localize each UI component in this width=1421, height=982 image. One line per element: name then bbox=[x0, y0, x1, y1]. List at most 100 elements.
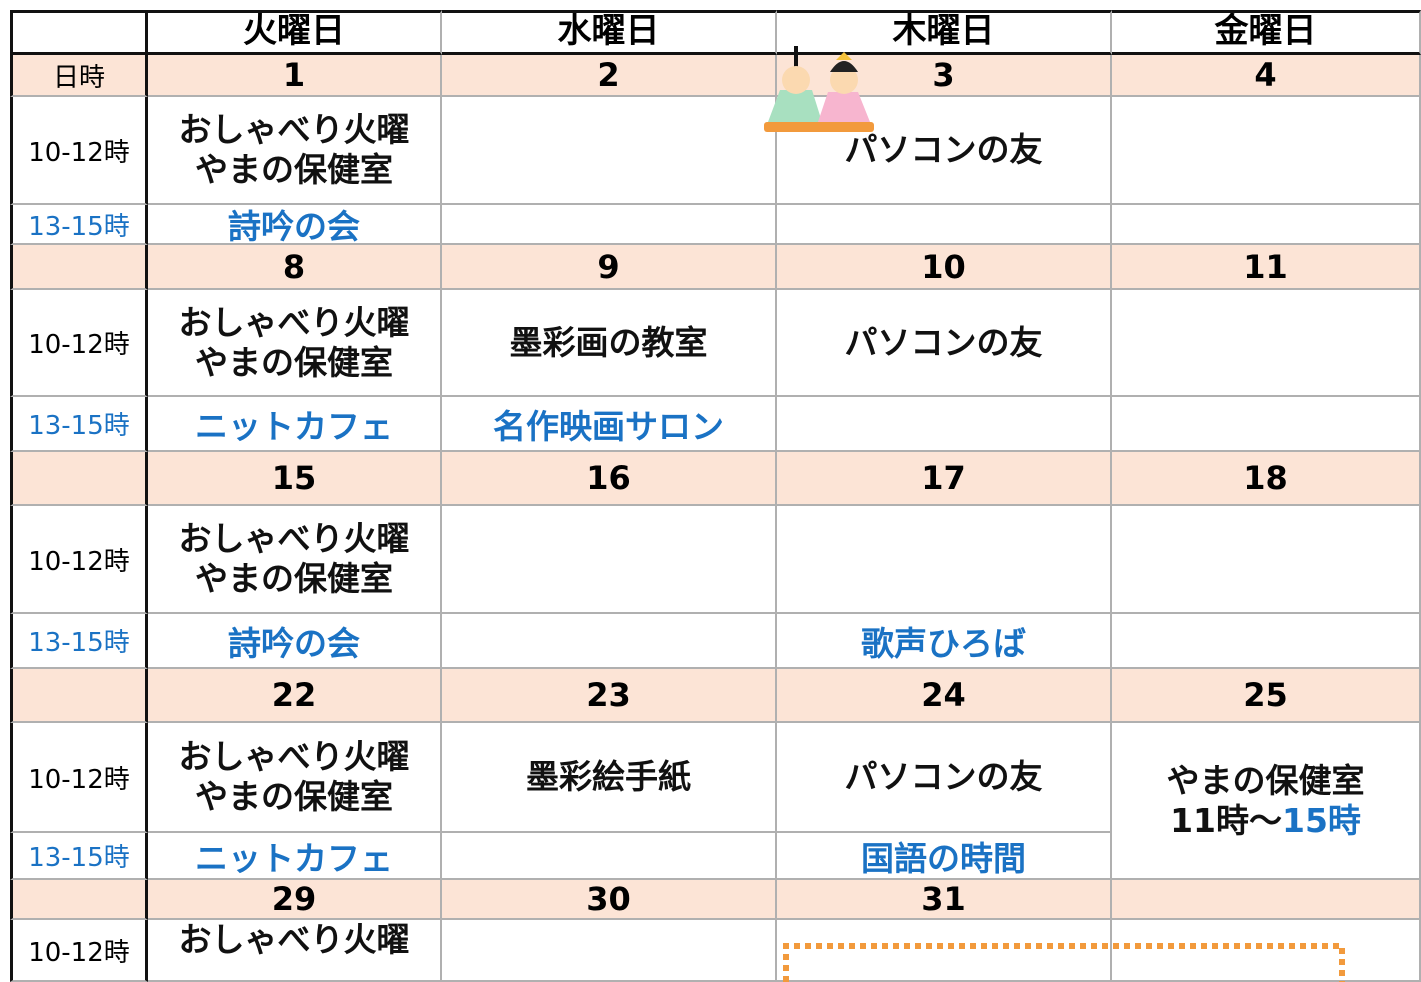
am-cell bbox=[1112, 506, 1421, 614]
date-cell: 24 bbox=[777, 669, 1112, 723]
am-label: 10-12時 bbox=[28, 137, 130, 168]
date-cell: 10 bbox=[777, 245, 1112, 290]
pm-label: 13-15時 bbox=[28, 411, 130, 441]
pm-cell bbox=[1112, 397, 1421, 452]
date-number: 18 bbox=[1243, 459, 1288, 497]
pm-cell bbox=[777, 397, 1112, 452]
am-cell bbox=[442, 506, 777, 614]
weekday-header: 水曜日 bbox=[442, 10, 777, 55]
date-number: 4 bbox=[1254, 56, 1277, 94]
event-text: やまの保健室 bbox=[195, 342, 393, 382]
am-cell: パソコンの友 bbox=[777, 723, 1112, 833]
am-cell: 墨彩絵手紙 bbox=[442, 723, 777, 833]
weekday-header: 金曜日 bbox=[1112, 10, 1421, 55]
event-text: パソコンの友 bbox=[844, 757, 1043, 796]
date-cell: 22 bbox=[148, 669, 442, 723]
date-cell: 30 bbox=[442, 880, 777, 920]
event-text: おしゃべり火曜 bbox=[178, 737, 410, 776]
text-segment: 11時〜 bbox=[1170, 800, 1282, 840]
date-number: 25 bbox=[1243, 676, 1288, 714]
am-cell: おしゃべり火曜 やまの保健室 bbox=[148, 97, 442, 205]
am-label-cell: 10-12時 bbox=[10, 920, 148, 982]
date-cell: 9 bbox=[442, 245, 777, 290]
pm-label-cell: 13-15時 bbox=[10, 205, 148, 245]
dotted-note-box bbox=[783, 943, 1345, 982]
event-text: やまの保健室 bbox=[195, 777, 393, 816]
am-cell bbox=[777, 506, 1112, 614]
pm-label-cell: 13-15時 bbox=[10, 833, 148, 880]
date-number: 1 bbox=[282, 56, 306, 94]
pm-label-cell: 13-15時 bbox=[10, 614, 148, 669]
date-cell: 18 bbox=[1112, 452, 1421, 506]
am-label: 10-12時 bbox=[28, 330, 130, 360]
pm-cell: 名作映画サロン bbox=[442, 397, 777, 452]
am-cell bbox=[1112, 920, 1421, 982]
date-cell: 15 bbox=[148, 452, 442, 506]
event-text: 墨彩画の教室 bbox=[509, 322, 708, 362]
pm-cell: 詩吟の会 bbox=[148, 205, 442, 245]
event-text: 詩吟の会 bbox=[228, 207, 360, 245]
pm-cell bbox=[777, 205, 1112, 245]
pm-label: 13-15時 bbox=[28, 211, 130, 242]
date-number: 16 bbox=[586, 459, 631, 497]
event-text: 墨彩絵手紙 bbox=[526, 757, 691, 796]
date-number: 17 bbox=[921, 459, 966, 497]
event-text: ニットカフェ bbox=[195, 838, 393, 878]
event-text: 詩吟の会 bbox=[228, 623, 360, 663]
event-text: パソコンの友 bbox=[844, 322, 1043, 362]
pm-label: 13-15時 bbox=[28, 628, 130, 658]
event-text: おしゃべり火曜 bbox=[178, 920, 410, 959]
am-label: 10-12時 bbox=[28, 546, 130, 577]
am-label-cell: 10-12時 bbox=[10, 506, 148, 614]
date-label-cell: 日時 bbox=[10, 55, 148, 97]
weekday-header: 木曜日 bbox=[777, 10, 1112, 55]
event-text: おしゃべり火曜 bbox=[178, 519, 410, 558]
header-corner bbox=[10, 10, 148, 55]
pm-cell bbox=[1112, 205, 1421, 245]
date-cell: 25 bbox=[1112, 669, 1421, 723]
am-cell bbox=[442, 97, 777, 205]
date-number: 2 bbox=[597, 56, 620, 94]
pm-cell: ニットカフェ bbox=[148, 833, 442, 880]
pm-label: 13-15時 bbox=[28, 843, 130, 873]
hina-doll-illustration bbox=[764, 46, 874, 132]
pm-label-cell: 13-15時 bbox=[10, 397, 148, 452]
date-number: 22 bbox=[271, 676, 317, 714]
event-text: 名作映画サロン bbox=[493, 406, 724, 446]
am-cell bbox=[777, 920, 1112, 982]
am-label: 10-12時 bbox=[28, 764, 130, 795]
weekday-label: 火曜日 bbox=[243, 11, 345, 51]
am-cell: おしゃべり火曜 やまの保健室 bbox=[148, 506, 442, 614]
date-number: 24 bbox=[921, 676, 966, 714]
date-number: 31 bbox=[921, 880, 966, 918]
date-number: 30 bbox=[586, 880, 631, 918]
pm-cell bbox=[442, 614, 777, 669]
pm-cell bbox=[442, 205, 777, 245]
am-label-cell: 10-12時 bbox=[10, 290, 148, 397]
am-cell bbox=[1112, 290, 1421, 397]
date-number: 15 bbox=[271, 459, 317, 497]
date-number: 3 bbox=[932, 56, 955, 94]
date-cell bbox=[1112, 880, 1421, 920]
pm-cell: 歌声ひろば bbox=[777, 614, 1112, 669]
pm-cell: ニットカフェ bbox=[148, 397, 442, 452]
am-label-cell: 10-12時 bbox=[10, 97, 148, 205]
am-cell: おしゃべり火曜 やまの保健室 bbox=[148, 723, 442, 833]
event-text: ニットカフェ bbox=[195, 406, 393, 446]
text-line: 11時〜15時 bbox=[1170, 801, 1361, 841]
pm-cell bbox=[1112, 614, 1421, 669]
am-cell: パソコンの友 bbox=[777, 97, 1112, 205]
date-number: 23 bbox=[586, 676, 631, 714]
event-text: やまの保健室 bbox=[195, 150, 393, 189]
event-text: 国語の時間 bbox=[861, 838, 1026, 878]
am-cell bbox=[442, 920, 777, 982]
event-text: やまの保健室 bbox=[1166, 760, 1365, 800]
date-cell: 2 bbox=[442, 55, 777, 97]
date-number: 11 bbox=[1243, 247, 1288, 286]
date-label: 日時 bbox=[52, 62, 105, 93]
am-cell: おしゃべり火曜 bbox=[148, 920, 442, 982]
date-cell: 31 bbox=[777, 880, 1112, 920]
date-cell: 23 bbox=[442, 669, 777, 723]
date-cell: 16 bbox=[442, 452, 777, 506]
event-text: パソコンの友 bbox=[844, 130, 1043, 169]
